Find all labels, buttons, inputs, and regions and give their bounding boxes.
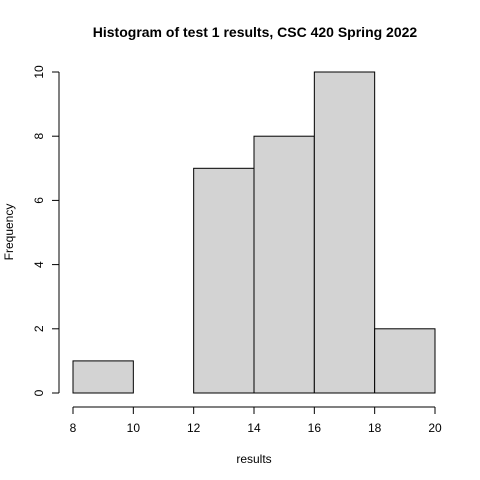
x-tick-label: 8 xyxy=(70,421,77,435)
x-tick-label: 10 xyxy=(127,421,141,435)
histogram-bar-14-16 xyxy=(253,135,315,394)
x-tick-label: 20 xyxy=(428,421,442,435)
y-tick-label: 4 xyxy=(32,261,46,268)
y-axis: 0 2 4 6 8 10 xyxy=(32,65,60,396)
y-tick-label: 0 xyxy=(32,389,46,396)
x-tick-label: 18 xyxy=(368,421,382,435)
chart-title: Histogram of test 1 results, CSC 420 Spr… xyxy=(93,24,418,40)
x-tick-label: 12 xyxy=(187,421,201,435)
y-tick-label: 6 xyxy=(32,197,46,204)
y-axis-label: Frequency xyxy=(2,204,16,261)
x-axis: 8 10 12 14 16 18 20 xyxy=(70,406,442,435)
x-axis-label: results xyxy=(236,452,271,466)
x-tick-label: 16 xyxy=(308,421,322,435)
y-tick-label: 2 xyxy=(32,325,46,332)
histogram-bar-8-10 xyxy=(72,360,134,394)
y-tick-label: 10 xyxy=(32,65,46,79)
x-tick-label: 14 xyxy=(247,421,261,435)
histogram-bar-16-18 xyxy=(313,71,376,394)
bars-group xyxy=(72,71,436,394)
histogram-bar-12-14 xyxy=(193,167,255,394)
histogram-bar-18-20 xyxy=(374,328,436,394)
y-tick-label: 8 xyxy=(32,133,46,140)
